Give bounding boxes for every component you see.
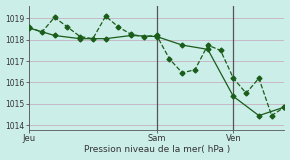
X-axis label: Pression niveau de la mer( hPa ): Pression niveau de la mer( hPa ) — [84, 145, 230, 154]
